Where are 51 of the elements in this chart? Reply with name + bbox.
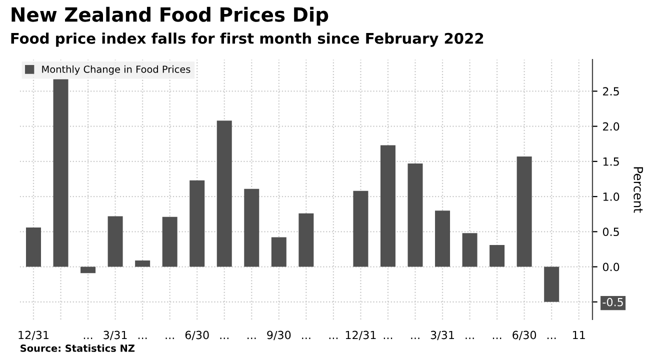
x-tick-label: 11: [573, 330, 585, 340]
y-axis-title: Percent: [634, 167, 643, 213]
chart-subtitle: Food price index falls for first month since February 2022: [11, 32, 484, 47]
x-tick-label: 12/31: [346, 330, 376, 340]
bar: [108, 216, 123, 267]
x-tick-label: ...: [138, 338, 147, 340]
bar: [26, 227, 41, 267]
y-tick-label: 1.0: [603, 192, 620, 201]
x-tick-label: 3/31: [104, 330, 127, 340]
x-tick-label: ...: [547, 338, 556, 340]
bar: [190, 180, 205, 267]
x-tick-label: 9/30: [267, 330, 291, 340]
bar: [544, 266, 560, 302]
x-tick-label: 12/31: [18, 330, 48, 340]
bar: [380, 145, 396, 267]
source-note: Source: Statistics NZ: [20, 344, 135, 352]
y-tick-label: 0.0: [602, 262, 620, 272]
bar: [80, 266, 96, 274]
bar: [162, 216, 178, 267]
x-tick-label: 6/30: [185, 330, 209, 340]
x-tick-label: ...: [492, 338, 502, 340]
x-tick-label: ...: [466, 338, 474, 340]
bar: [462, 233, 478, 267]
bar: [135, 260, 150, 267]
bar: [271, 237, 286, 267]
bar: [298, 213, 314, 267]
bar: [53, 79, 68, 267]
bar: [408, 164, 423, 267]
x-tick-label: 3/31: [430, 330, 454, 340]
x-tick-label: ...: [220, 338, 228, 340]
x-tick-label: ...: [248, 338, 256, 340]
x-tick-label: 6/30: [512, 330, 536, 340]
bar: [490, 245, 505, 267]
y-tick-label: 1.5: [603, 158, 619, 166]
x-tick-label: ...: [384, 338, 392, 340]
legend-label: Monthly Change in Food Prices: [42, 65, 190, 75]
x-tick-label: ...: [411, 338, 420, 340]
bar: [244, 188, 260, 267]
y-tick-label: 2.0: [603, 122, 620, 131]
y-tick-label: -0.5: [602, 298, 623, 306]
y-tick-label: 0.5: [602, 228, 619, 236]
x-tick-label: ...: [329, 338, 338, 340]
x-tick-label: ...: [166, 338, 174, 340]
chart-title: New Zealand Food Prices Dip: [12, 6, 328, 26]
bar: [353, 190, 368, 267]
bar: [216, 120, 232, 267]
y-tick-label: 2.5: [603, 87, 619, 96]
x-tick-label: ...: [302, 338, 310, 340]
bar: [435, 210, 450, 267]
x-tick-label: ...: [84, 338, 92, 340]
bar: [516, 156, 532, 267]
